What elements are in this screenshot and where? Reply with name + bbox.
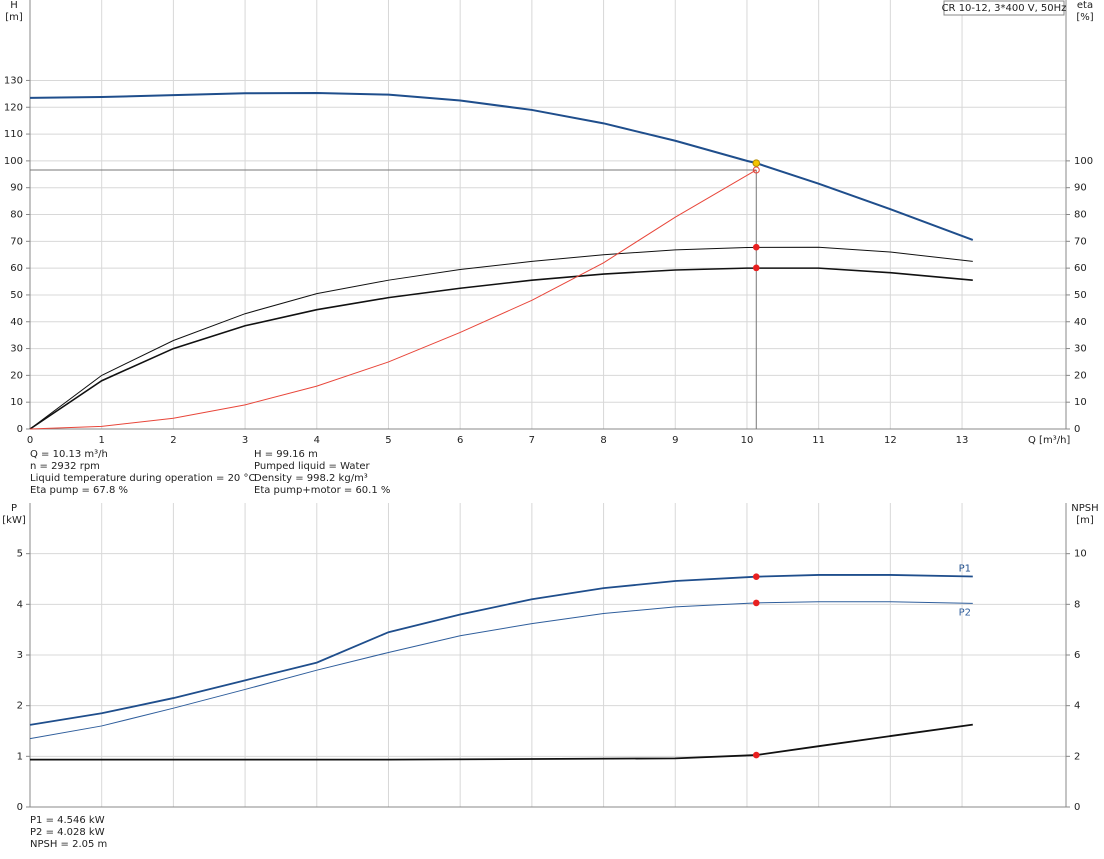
curve	[29, 574, 973, 726]
y2-tick-label: 50	[1074, 290, 1087, 301]
y-tick-label: 1	[17, 751, 23, 762]
y-tick-label: 10	[10, 397, 23, 408]
curve	[30, 723, 973, 761]
x-tick-label: 2	[170, 435, 176, 446]
y-tick-label: 4	[17, 599, 23, 610]
y-tick-label: 80	[10, 210, 23, 221]
y-tick-label: 130	[4, 75, 23, 86]
y2-tick-label: 70	[1074, 236, 1087, 247]
y2-tick-label: 0	[1074, 802, 1080, 813]
series-label: P1	[959, 563, 971, 574]
operating-point	[752, 243, 760, 251]
info-text: Density = 998.2 kg/m³	[254, 473, 368, 484]
curve	[29, 246, 973, 430]
legend-box	[943, 0, 1065, 16]
info-text: P1 = 4.546 kW	[30, 815, 105, 826]
info-text: P2 = 4.028 kW	[30, 827, 105, 838]
y2-tick-label: 40	[1074, 317, 1087, 328]
guide-point	[752, 166, 760, 174]
y-tick-label: 2	[17, 701, 23, 712]
y2-axis-label: [%]	[1076, 12, 1093, 23]
info-text: n = 2932 rpm	[30, 461, 100, 472]
info-text: Eta pump = 67.8 %	[30, 485, 128, 496]
x-tick-label: 7	[529, 435, 535, 446]
x-tick-label: 4	[314, 435, 320, 446]
x-tick-label: 9	[672, 435, 678, 446]
operating-point	[752, 264, 760, 272]
chart-title: CR 10-12, 3*400 V, 50Hz	[942, 3, 1067, 14]
y2-tick-label: 6	[1074, 650, 1080, 661]
y2-tick-label: 2	[1074, 751, 1080, 762]
y2-tick-label: 30	[1074, 344, 1087, 355]
curve	[29, 169, 757, 430]
x-tick-label: 13	[956, 435, 969, 446]
x-tick-label: 10	[741, 435, 754, 446]
y2-axis-label: NPSH	[1071, 503, 1098, 514]
y2-tick-label: 8	[1074, 599, 1080, 610]
y-tick-label: 60	[10, 263, 23, 274]
operating-point	[752, 159, 761, 167]
info-text: Eta pump+motor = 60.1 %	[254, 485, 390, 496]
y2-tick-label: 60	[1074, 263, 1087, 274]
y-tick-label: 0	[17, 424, 23, 435]
info-text: H = 99.16 m	[254, 449, 318, 460]
y2-tick-label: 20	[1074, 370, 1087, 381]
y-tick-label: 5	[17, 549, 23, 560]
y2-tick-label: 4	[1074, 701, 1080, 712]
y-tick-label: 30	[10, 344, 23, 355]
operating-point	[752, 573, 760, 580]
x-tick-label: 5	[385, 435, 391, 446]
y-axis-label: P	[11, 503, 17, 514]
operating-point	[752, 751, 760, 759]
curve	[29, 267, 973, 430]
info-text: Liquid temperature during operation = 20…	[30, 473, 255, 484]
y2-tick-label: 10	[1074, 397, 1087, 408]
y2-tick-label: 10	[1074, 549, 1087, 560]
curve	[29, 92, 974, 241]
y2-tick-label: 90	[1074, 183, 1087, 194]
y-tick-label: 120	[4, 102, 23, 113]
y-axis-label: [kW]	[2, 515, 26, 526]
series-label: P2	[959, 607, 971, 618]
x-tick-label: 1	[99, 435, 105, 446]
y-tick-label: 110	[4, 129, 23, 140]
info-text: NPSH = 2.05 m	[30, 839, 107, 850]
curve	[29, 601, 973, 740]
x-tick-label: 8	[600, 435, 606, 446]
y2-tick-label: 80	[1074, 210, 1087, 221]
x-axis-label: Q [m³/h]	[1028, 435, 1070, 446]
y-tick-label: 100	[4, 156, 23, 167]
y-tick-label: 70	[10, 236, 23, 247]
y-tick-label: 0	[17, 802, 23, 813]
y-tick-label: 20	[10, 370, 23, 381]
y2-axis-label: eta	[1077, 0, 1093, 11]
y-tick-label: 50	[10, 290, 23, 301]
y2-tick-label: 0	[1074, 424, 1080, 435]
y2-tick-label: 100	[1074, 156, 1093, 167]
y2-axis-label: [m]	[1076, 515, 1094, 526]
y-axis-label: H	[10, 0, 18, 11]
y-tick-label: 40	[10, 317, 23, 328]
x-tick-label: 3	[242, 435, 248, 446]
y-tick-label: 90	[10, 183, 23, 194]
x-tick-label: 0	[27, 435, 33, 446]
x-tick-label: 12	[884, 435, 897, 446]
y-axis-label: [m]	[5, 12, 23, 23]
info-text: Q = 10.13 m³/h	[30, 449, 108, 460]
x-tick-label: 11	[812, 435, 825, 446]
y-tick-label: 3	[17, 650, 23, 661]
x-tick-label: 6	[457, 435, 463, 446]
operating-point	[752, 599, 760, 607]
info-text: Pumped liquid = Water	[254, 461, 371, 472]
